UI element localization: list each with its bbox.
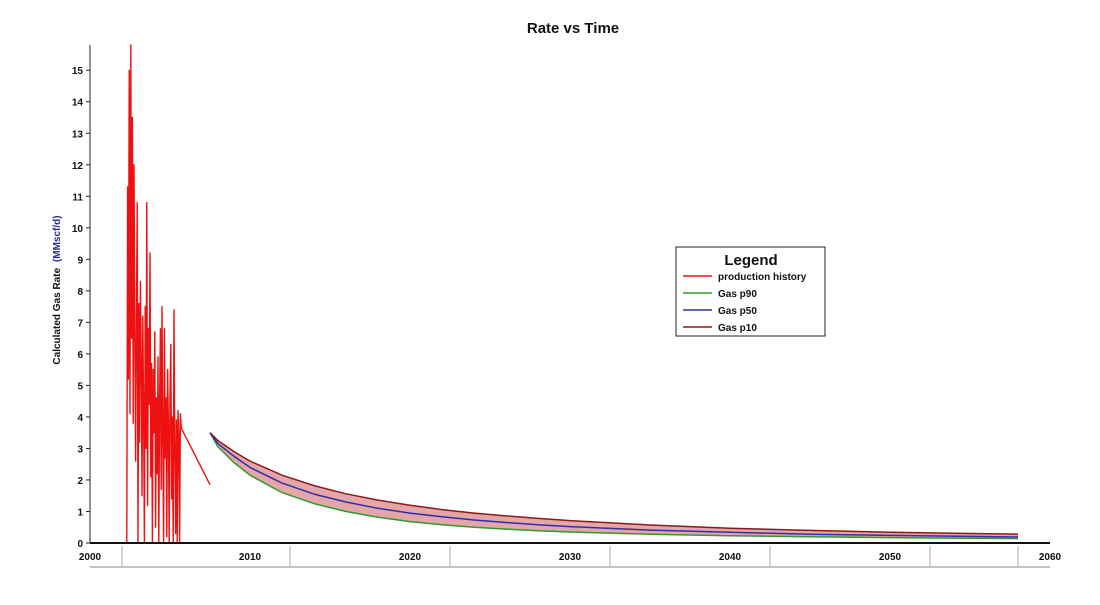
x-tick-label: 2010 bbox=[239, 552, 262, 563]
legend-entry-label: Gas p10 bbox=[718, 323, 757, 334]
legend-box bbox=[675, 246, 826, 337]
plot-area bbox=[126, 44, 1019, 544]
forecast-uncertainty-band bbox=[210, 432, 1018, 539]
y-axis-label-main: Calculated Gas Rate bbox=[52, 267, 63, 364]
y-tick-label: 10 bbox=[72, 224, 84, 235]
y-tick-label: 7 bbox=[77, 318, 83, 329]
y-tick-label: 15 bbox=[72, 66, 84, 77]
y-axis-label: Calculated Gas Rate (MMscf/d) bbox=[52, 215, 63, 364]
y-tick-label: 13 bbox=[72, 129, 84, 140]
series-line-gas-p50 bbox=[209, 432, 1019, 538]
y-tick-label: 6 bbox=[77, 350, 83, 361]
legend-title: Legend bbox=[724, 252, 777, 269]
y-tick-label: 4 bbox=[77, 413, 83, 424]
x-tick-label: 2000 bbox=[79, 552, 102, 563]
x-tick-label: 2050 bbox=[879, 552, 902, 563]
series-line-gas-p10 bbox=[209, 432, 1019, 535]
y-tick-label: 12 bbox=[72, 161, 84, 172]
y-tick-label: 11 bbox=[72, 192, 83, 203]
y-tick-label: 3 bbox=[77, 444, 83, 455]
legend-entry-label: Gas p50 bbox=[718, 306, 757, 317]
y-tick-label: 8 bbox=[77, 287, 83, 298]
legend-entry-label: production history bbox=[718, 272, 807, 283]
series-line-production-history bbox=[126, 44, 211, 544]
chart-title: Rate vs Time bbox=[527, 20, 619, 37]
series-line-gas-p90 bbox=[209, 432, 1019, 540]
x-tick-label: 2040 bbox=[719, 552, 742, 563]
x-tick-label: 2060 bbox=[1039, 552, 1062, 563]
y-tick-label: 5 bbox=[77, 381, 83, 392]
y-axis-label-unit: (MMscf/d) bbox=[52, 215, 63, 262]
y-tick-label: 9 bbox=[77, 255, 83, 266]
legend-entry-label: Gas p90 bbox=[718, 289, 757, 300]
y-tick-label: 14 bbox=[72, 98, 84, 109]
x-tick-label: 2030 bbox=[559, 552, 582, 563]
legend-entries: production history Gas p90 Gas p50 Gas p10 bbox=[683, 272, 807, 334]
legend: Legend production history Gas p90 Gas p50 G… bbox=[675, 246, 826, 337]
y-tick-label: 2 bbox=[77, 476, 83, 487]
x-tick-label: 2020 bbox=[399, 552, 422, 563]
y-tick-label: 0 bbox=[77, 539, 83, 550]
y-tick-label: 1 bbox=[77, 507, 83, 518]
